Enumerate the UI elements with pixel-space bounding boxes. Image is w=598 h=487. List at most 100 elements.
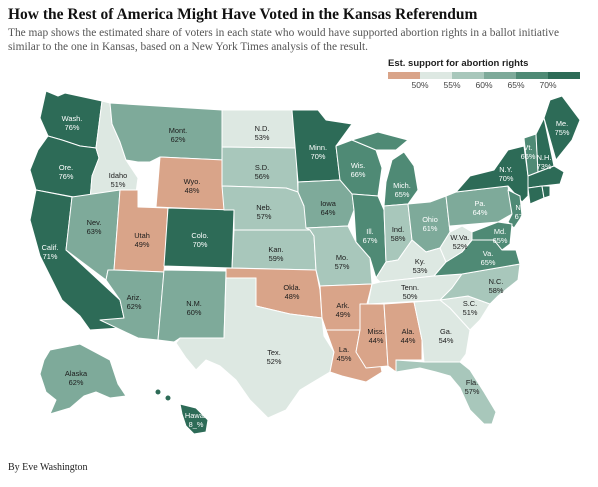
state-label-la: La. [339,345,349,354]
state-value-nd: 53% [255,133,270,142]
state-label-or: Ore. [59,163,73,172]
state-label-vt: Vt. [523,143,532,152]
state-value-va: 65% [481,258,496,267]
state-value-ma: 74% [553,183,568,192]
state-value-ut: 49% [135,240,150,249]
legend-tick: 65% [507,80,525,90]
state-value-sd: 56% [255,172,270,181]
state-value-md: 65% [493,236,508,245]
state-value-nh: 73% [537,162,552,171]
state-label-wi: Wis. [351,161,365,170]
state-value-nv: 63% [87,227,102,236]
legend-tick: 55% [443,80,461,90]
state-label-tn: Tenn. [401,283,419,292]
state-label-md: Md. [494,227,506,236]
state-label-az: Ariz. [127,293,142,302]
state-label-ca: Calif. [42,243,59,252]
state-value-vt: 66% [521,152,536,161]
state-value-wv: 52% [453,242,468,251]
state-value-or: 76% [59,172,74,181]
map-title: How the Rest of America Might Have Voted… [8,6,478,23]
state-label-ne: Neb. [256,203,272,212]
state-label-nv: Nev. [87,218,102,227]
state-label-mn: Minn. [309,143,327,152]
state-maryland[interactable] [471,221,513,251]
state-value-ks: 59% [269,254,284,263]
state-label-ms: Miss. [367,327,384,336]
state-value-mt: 62% [171,135,186,144]
state-value-az: 62% [127,302,142,311]
state-value-mn: 70% [311,152,326,161]
state-value-wa: 76% [65,123,80,132]
state-label-wy: Wyo. [184,177,201,186]
state-label-ny: N.Y. [499,165,512,174]
legend-tick: 60% [475,80,493,90]
state-rhode-island[interactable] [541,185,551,199]
state-value-nm: 60% [187,308,202,317]
state-value-la: 45% [337,354,352,363]
state-hawaii[interactable] [179,403,209,435]
state-montana[interactable] [109,102,223,163]
state-new-jersey[interactable] [507,189,523,229]
byline: By Eve Washington [8,462,88,473]
state-value-ok: 48% [285,292,300,301]
state-value-fl: 57% [465,387,480,396]
state-maine[interactable] [543,95,581,161]
legend-swatch [452,72,484,79]
state-label-ia: Iowa [320,199,337,208]
map-legend: Est. support for abortion rights 50% 55%… [388,58,588,91]
state-value-ak: 62% [69,378,84,387]
state-label-pa: Pa. [474,199,485,208]
state-label-sd: S.D. [255,163,269,172]
state-value-hi: 8_% [189,420,204,429]
state-label-id: Idaho [109,171,128,180]
legend-ticks: 50% 55% 60% 65% 70% [388,79,588,91]
state-value-ga: 54% [439,336,454,345]
legend-swatch [484,72,516,79]
state-value-ia: 64% [321,208,336,217]
state-texas[interactable] [175,277,335,419]
state-label-va: Va. [483,249,494,258]
state-value-il: 67% [363,236,378,245]
state-label-mi: Mich. [393,181,411,190]
state-hawaii-kauai[interactable] [154,388,162,396]
state-value-ky: 53% [413,266,428,275]
state-value-nj: 67% [515,212,530,221]
state-label-il: Ill. [366,227,373,236]
state-value-in: 58% [391,234,406,243]
state-label-sc: S.C. [463,299,477,308]
state-alaska[interactable] [39,343,127,415]
state-value-mo: 57% [335,262,350,271]
state-value-me: 75% [555,128,570,137]
state-florida[interactable] [395,359,497,425]
state-value-ar: 49% [336,310,351,319]
state-label-ks: Kan. [268,245,283,254]
legend-color-bar [388,72,588,79]
state-michigan[interactable] [383,151,419,207]
state-michigan-upper[interactable] [351,131,409,151]
state-hawaii-oahu[interactable] [164,394,172,402]
state-value-tn: 50% [403,292,418,301]
state-label-al: Ala. [402,327,415,336]
state-label-hi: Hawaii [185,411,208,420]
state-value-pa: 64% [473,208,488,217]
legend-swatch [420,72,452,79]
legend-title: Est. support for abortion rights [388,58,529,69]
state-label-nj: N.J. [515,203,528,212]
state-label-mo: Mo. [336,253,348,262]
state-label-mt: Mont. [169,126,187,135]
state-value-nc: 58% [489,286,504,295]
state-connecticut[interactable] [527,185,545,205]
state-label-tx: Tex. [267,348,281,357]
state-value-ms: 44% [369,336,384,345]
state-label-me: Me. [556,119,568,128]
state-value-wi: 66% [351,170,366,179]
state-label-nh: N.H. [537,153,552,162]
state-label-wv: W.Va. [450,233,469,242]
state-label-ga: Ga. [440,327,452,336]
state-label-ut: Utah [134,231,150,240]
state-label-ky: Ky. [415,257,425,266]
state-label-ar: Ark. [336,301,349,310]
state-label-ak: Alaska [65,369,88,378]
state-value-ne: 57% [257,212,272,221]
